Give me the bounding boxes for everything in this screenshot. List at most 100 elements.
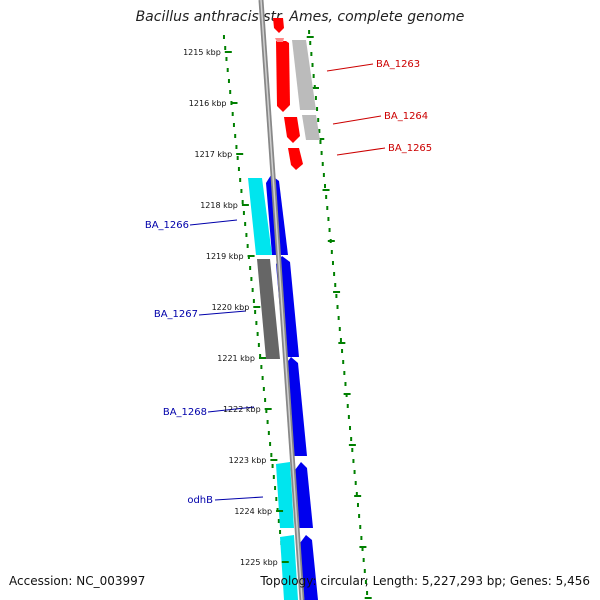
genome-backbone <box>258 0 305 600</box>
scale-dot <box>255 321 258 325</box>
gene-label: BA_1266 <box>145 220 189 231</box>
scale-dot <box>362 558 365 562</box>
scale-major-mark <box>338 342 346 344</box>
scale-dot <box>328 228 331 232</box>
gene-label: BA_1264 <box>384 111 428 122</box>
gene-label-leader <box>198 310 247 316</box>
scale-tick-mark <box>241 204 249 206</box>
gene-labels: BA_1263 BA_1264 BA_1265 BA_1266 BA_1267 BA_12… <box>145 59 432 506</box>
gene-label: BA_1263 <box>376 59 420 70</box>
scale-dot <box>229 90 232 94</box>
scale-tick-mark <box>281 561 289 563</box>
scale-dot <box>342 360 345 364</box>
gene-label-leader <box>207 406 255 413</box>
scale-ticks: 1215 kbp 1216 kbp 1217 kbp 1218 kbp 1219 kbp… <box>183 48 289 567</box>
scale-dot <box>235 145 238 149</box>
scale-dot <box>363 569 366 573</box>
scale-tick-label: 1217 kbp <box>194 150 232 159</box>
scale-tick-mark <box>253 306 261 308</box>
scale-dot <box>308 30 311 34</box>
scale-major-mark <box>317 138 325 140</box>
scale-dot <box>267 431 270 435</box>
forward-gene <box>302 115 320 140</box>
scale-dot <box>320 151 323 155</box>
reverse-cds <box>300 535 318 600</box>
scale-tick-mark <box>276 510 284 512</box>
scale-dot <box>327 217 330 221</box>
scale-dot <box>234 134 237 138</box>
scale-major-mark <box>359 546 367 548</box>
reverse-cds <box>295 462 313 528</box>
scale-dot <box>364 580 367 584</box>
scale-dot <box>347 415 350 419</box>
scale-dot <box>239 178 242 182</box>
gene-label-leader <box>336 147 386 156</box>
scale-dot <box>270 453 273 457</box>
scale-major-mark <box>327 240 335 242</box>
scale-dot <box>236 156 239 160</box>
gene-label: BA_1265 <box>388 143 432 154</box>
scale-dot <box>244 222 247 226</box>
genome-summary-text: Topology: circular; Length: 5,227,293 bp… <box>260 574 590 588</box>
outer-scale-dots <box>306 30 372 599</box>
scale-tick-mark <box>264 408 272 410</box>
scale-dot <box>334 283 337 287</box>
scale-dot <box>224 46 227 50</box>
scale-dot <box>265 409 268 413</box>
scale-dot <box>259 354 262 358</box>
scale-dot <box>245 233 248 237</box>
scale-tick-mark <box>224 51 232 53</box>
scale-dot <box>343 371 346 375</box>
scale-dot <box>237 167 240 171</box>
scale-dot <box>271 464 274 468</box>
scale-dot <box>344 382 347 386</box>
scale-major-mark <box>343 393 351 395</box>
scale-dot <box>321 162 324 166</box>
scale-dot <box>319 140 322 144</box>
scale-tick-mark <box>236 153 244 155</box>
gene-label-leader <box>326 63 374 72</box>
scale-dot <box>241 200 244 204</box>
scale-dot <box>254 310 257 314</box>
scale-dot <box>250 277 253 281</box>
reverse-gene <box>257 259 280 359</box>
scale-dot <box>257 343 260 347</box>
scale-dot <box>366 591 369 595</box>
reverse-gene <box>280 535 298 600</box>
scale-dot <box>310 52 313 56</box>
scale-major-mark <box>306 36 314 38</box>
forward-cds <box>273 18 284 33</box>
scale-dot <box>361 547 364 551</box>
scale-dot <box>251 288 254 292</box>
scale-dot <box>274 486 277 490</box>
scale-dot <box>335 294 338 298</box>
scale-dot <box>352 459 355 463</box>
scale-dot <box>354 481 357 485</box>
scale-dot <box>322 173 325 177</box>
scale-major-mark <box>348 444 356 446</box>
scale-dot <box>311 63 314 67</box>
scale-major-mark <box>311 87 319 89</box>
forward-cds <box>276 41 290 112</box>
scale-dot <box>316 107 319 111</box>
scale-dot <box>338 327 341 331</box>
gene-label: BA_1267 <box>154 309 198 320</box>
scale-major-mark <box>364 597 372 599</box>
scale-dot <box>317 118 320 122</box>
scale-major-mark <box>333 291 341 293</box>
gene-label-leader <box>214 496 264 501</box>
scale-tick-label: 1218 kbp <box>200 201 238 210</box>
scale-dot <box>337 316 340 320</box>
forward-gene <box>292 40 316 110</box>
scale-dot <box>333 272 336 276</box>
scale-dot <box>356 503 359 507</box>
scale-dot <box>326 206 329 210</box>
scale-tick-label: 1216 kbp <box>189 99 227 108</box>
scale-dot <box>353 470 356 474</box>
scale-dot <box>312 74 315 78</box>
scale-tick-label: 1221 kbp <box>217 354 255 363</box>
scale-dot <box>269 442 272 446</box>
gene-label-leader <box>332 115 382 125</box>
scale-dot <box>225 57 228 61</box>
